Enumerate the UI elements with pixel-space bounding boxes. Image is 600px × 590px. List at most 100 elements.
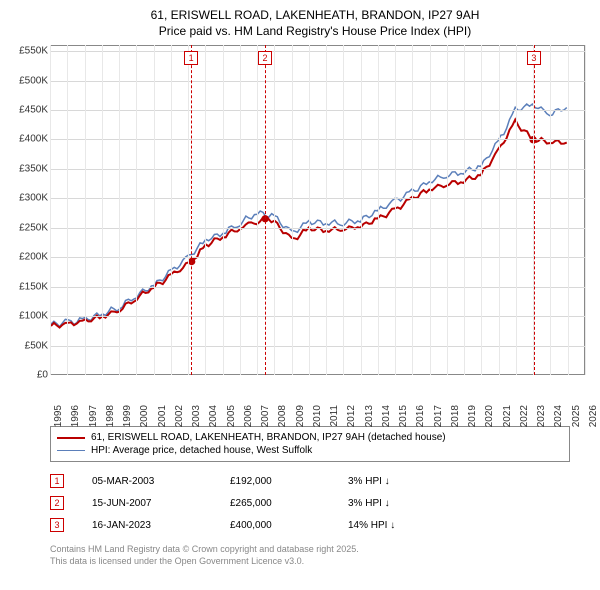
x-axis-label: 2020 — [484, 405, 495, 427]
sale-diff-suffix: HPI — [368, 520, 387, 531]
sale-diff: 3% HPI — [348, 476, 438, 487]
footer-line1: Contains HM Land Registry data © Crown c… — [50, 544, 590, 556]
gridline-v — [223, 45, 224, 375]
x-axis-label: 2025 — [571, 405, 582, 427]
x-axis-label: 2005 — [226, 405, 237, 427]
gridline-v — [292, 45, 293, 375]
x-axis-label: 2024 — [553, 405, 564, 427]
gridline-v — [395, 45, 396, 375]
sale-marker-icon: 3 — [50, 518, 64, 532]
x-axis-label: 2003 — [191, 405, 202, 427]
gridline-v — [499, 45, 500, 375]
gridline-v — [188, 45, 189, 375]
gridline-v — [585, 45, 586, 375]
y-axis-label: £300K — [8, 193, 48, 204]
sale-marker-box: 3 — [527, 51, 541, 65]
title-address: 61, ERISWELL ROAD, LAKENHEATH, BRANDON, … — [40, 8, 590, 24]
footer-line2: This data is licensed under the Open Gov… — [50, 556, 590, 568]
gridline-v — [257, 45, 258, 375]
sale-date: 05-MAR-2003 — [92, 476, 202, 487]
x-axis-label: 2004 — [208, 405, 219, 427]
sale-date: 16-JAN-2023 — [92, 520, 202, 531]
y-axis-label: £0 — [8, 370, 48, 381]
sale-diff: 14% HPI — [348, 520, 438, 531]
gridline-v — [67, 45, 68, 375]
title-subtitle: Price paid vs. HM Land Registry's House … — [40, 24, 590, 40]
gridline-v — [326, 45, 327, 375]
gridline-v — [205, 45, 206, 375]
gridline-h — [50, 51, 585, 52]
gridline-v — [240, 45, 241, 375]
x-axis-label: 2014 — [381, 405, 392, 427]
sale-marker-box: 1 — [184, 51, 198, 65]
x-axis-label: 2018 — [450, 405, 461, 427]
sale-marker-icon: 1 — [50, 474, 64, 488]
gridline-h — [50, 139, 585, 140]
y-axis-label: £150K — [8, 281, 48, 292]
gridline-h — [50, 346, 585, 347]
x-axis-label: 2007 — [260, 405, 271, 427]
sale-marker-icon: 2 — [50, 496, 64, 510]
legend-item: HPI: Average price, detached house, West… — [57, 444, 563, 457]
sale-price: £400,000 — [230, 520, 320, 531]
gridline-v — [464, 45, 465, 375]
y-axis-label: £250K — [8, 222, 48, 233]
chart-container: 61, ERISWELL ROAD, LAKENHEATH, BRANDON, … — [0, 0, 600, 590]
x-axis-label: 1999 — [122, 405, 133, 427]
sale-marker-line — [265, 45, 266, 375]
chart-lines — [51, 46, 584, 374]
gridline-h — [50, 257, 585, 258]
x-axis-label: 2010 — [312, 405, 323, 427]
sale-price: £192,000 — [230, 476, 320, 487]
plot-area — [50, 45, 585, 375]
x-axis-label: 2006 — [243, 405, 254, 427]
legend-label: 61, ERISWELL ROAD, LAKENHEATH, BRANDON, … — [91, 432, 446, 443]
sale-row: 215-JUN-2007£265,0003% HPI — [50, 492, 570, 514]
y-axis-label: £100K — [8, 311, 48, 322]
x-axis-label: 2016 — [415, 405, 426, 427]
x-axis-label: 2023 — [536, 405, 547, 427]
gridline-h — [50, 198, 585, 199]
x-axis-label: 2002 — [174, 405, 185, 427]
gridline-v — [447, 45, 448, 375]
x-axis-label: 1998 — [105, 405, 116, 427]
gridline-v — [568, 45, 569, 375]
gridline-v — [171, 45, 172, 375]
legend-item: 61, ERISWELL ROAD, LAKENHEATH, BRANDON, … — [57, 431, 563, 444]
y-axis-label: £550K — [8, 46, 48, 57]
x-axis-label: 2011 — [329, 405, 340, 427]
sale-diff-suffix: HPI — [362, 498, 381, 509]
gridline-v — [50, 45, 51, 375]
x-axis-label: 1995 — [53, 405, 64, 427]
x-axis-label: 2008 — [277, 405, 288, 427]
x-axis-label: 2009 — [295, 405, 306, 427]
gridline-v — [412, 45, 413, 375]
sale-row: 1 05-MAR-2003 £192,000 3% HPI — [50, 470, 570, 492]
gridline-v — [516, 45, 517, 375]
gridline-v — [85, 45, 86, 375]
sale-marker-line — [534, 45, 535, 375]
gridline-h — [50, 316, 585, 317]
chart-title: 61, ERISWELL ROAD, LAKENHEATH, BRANDON, … — [0, 8, 590, 39]
gridline-v — [378, 45, 379, 375]
y-axis-label: £200K — [8, 252, 48, 263]
footer-attribution: Contains HM Land Registry data © Crown c… — [50, 544, 590, 567]
sale-diff-suffix: HPI — [362, 476, 381, 487]
x-axis-label: 2015 — [398, 405, 409, 427]
sale-row: 3 16-JAN-2023 £400,000 14% HPI — [50, 514, 570, 536]
sale-diff: 3% HPI — [348, 498, 438, 509]
sales-table: 105-MAR-2003£192,0003% HPI215-JUN-2007£2… — [50, 470, 570, 536]
x-axis-label: 2017 — [433, 405, 444, 427]
gridline-h — [50, 287, 585, 288]
legend-swatch — [57, 450, 85, 451]
y-axis-label: £350K — [8, 163, 48, 174]
gridline-h — [50, 228, 585, 229]
x-axis-label: 2019 — [467, 405, 478, 427]
gridline-v — [550, 45, 551, 375]
x-axis-label: 2001 — [157, 405, 168, 427]
gridline-v — [119, 45, 120, 375]
gridline-v — [309, 45, 310, 375]
gridline-h — [50, 169, 585, 170]
x-axis-label: 1997 — [88, 405, 99, 427]
y-axis-label: £400K — [8, 134, 48, 145]
